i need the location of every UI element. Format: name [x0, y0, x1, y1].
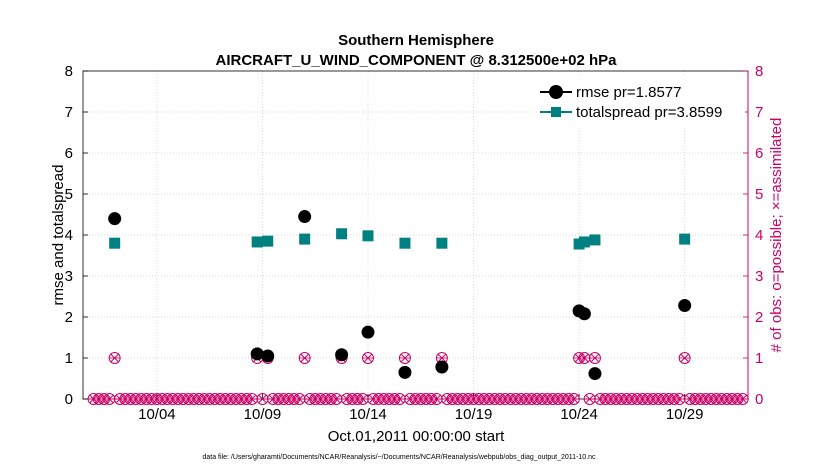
- y-axis-label: rmse and totalspread: [50, 165, 67, 306]
- y-tick-label: 4: [65, 227, 73, 244]
- totalspread-point: [299, 233, 311, 245]
- y-tick-label: 0: [65, 391, 73, 408]
- y2-axis-label: # of obs: o=possible; ×=assimilated: [768, 118, 785, 353]
- y2-tick-label: 2: [755, 309, 763, 326]
- rmse-point: [250, 347, 264, 361]
- chart-title: Southern Hemisphere: [338, 32, 494, 49]
- obs-count-point: [398, 352, 411, 364]
- obs-count-point: [588, 352, 601, 364]
- y2-tick-label: 7: [755, 104, 763, 121]
- y2-tick-label: 5: [755, 186, 763, 203]
- totalspread-point: [399, 237, 411, 249]
- totalspread-point: [262, 235, 274, 247]
- rmse-point: [261, 349, 275, 363]
- totalspread-point: [251, 236, 263, 248]
- y2-tick-label: 0: [755, 391, 763, 408]
- y2-tick-label: 1: [755, 350, 763, 367]
- totalspread-point: [679, 233, 691, 245]
- y-tick-label: 1: [65, 350, 73, 367]
- x-tick-label: 10/19: [455, 406, 493, 423]
- rmse-point: [361, 325, 375, 339]
- y2-tick-label: 4: [755, 227, 763, 244]
- obs-count-point: [362, 352, 374, 364]
- totalspread-point: [336, 228, 348, 240]
- obs-count-zero: [103, 393, 116, 405]
- legend-totalspread-marker: [551, 107, 561, 117]
- rmse-point: [588, 367, 602, 381]
- right-axis: 0 1 2 3 4 5 6 7 8: [743, 63, 763, 408]
- y-tick-label: 8: [65, 63, 73, 80]
- rmse-point: [335, 348, 349, 362]
- x-tick-label: 10/24: [560, 406, 598, 423]
- totalspread-point: [578, 236, 590, 248]
- totalspread-point: [362, 230, 374, 242]
- obs-count-point: [298, 352, 311, 364]
- y-tick-label: 3: [65, 268, 73, 285]
- x-tick-label: 10/04: [138, 406, 176, 423]
- legend-box: [537, 76, 745, 128]
- chart-subtitle: AIRCRAFT_U_WIND_COMPONENT @ 8.312500e+02…: [216, 52, 618, 69]
- y2-tick-label: 8: [755, 63, 763, 80]
- rmse-point: [678, 299, 692, 313]
- y-tick-label: 6: [65, 145, 73, 162]
- legend-totalspread-label: totalspread pr=3.8599: [576, 104, 722, 121]
- totalspread-point: [589, 234, 601, 246]
- totalspread-point: [109, 237, 121, 249]
- totalspread-point: [436, 237, 448, 249]
- obs-count-zero: [567, 393, 580, 405]
- x-tick-label: 10/14: [349, 406, 387, 423]
- rmse-point: [108, 212, 122, 226]
- obs-count-layer: [87, 352, 749, 405]
- obs-count-zero: [393, 393, 406, 405]
- y2-tick-label: 6: [755, 145, 763, 162]
- y-tick-label: 5: [65, 186, 73, 203]
- legend-rmse-marker: [549, 85, 563, 99]
- obs-count-point: [108, 352, 121, 364]
- x-axis: 10/04 10/09 10/14 10/19 10/24 10/29: [138, 394, 703, 423]
- series-layer: [108, 210, 692, 381]
- legend: rmse pr=1.8577 totalspread pr=3.8599: [537, 76, 745, 128]
- data-file-footnote: data file: /Users/gharamti/Documents/NCA…: [202, 454, 596, 461]
- x-axis-label: Oct.01,2011 00:00:00 start: [328, 428, 505, 445]
- legend-rmse-label: rmse pr=1.8577: [576, 84, 681, 101]
- rmse-point: [435, 360, 449, 374]
- y-tick-label: 7: [65, 104, 73, 121]
- x-tick-label: 10/29: [666, 406, 704, 423]
- obs-count-point: [678, 352, 691, 364]
- rmse-point: [398, 365, 412, 379]
- obs-count-zero: [736, 393, 749, 405]
- y-tick-label: 2: [65, 309, 73, 326]
- y2-tick-label: 3: [755, 268, 763, 285]
- rmse-point: [298, 210, 312, 224]
- rmse-point: [577, 307, 591, 321]
- x-tick-label: 10/09: [244, 406, 282, 423]
- left-axis: 0 1 2 3 4 5 6 7 8: [65, 63, 88, 408]
